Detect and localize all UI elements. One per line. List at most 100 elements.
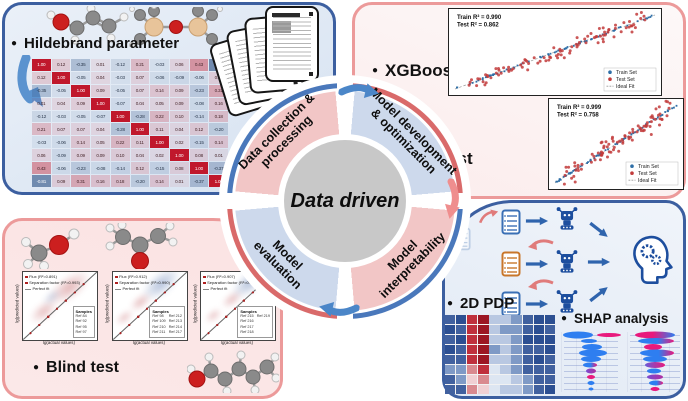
pdp-cell: [544, 334, 555, 345]
pdp-cell: [478, 315, 489, 325]
sample-ref: Ref 210: [152, 324, 166, 329]
blind-test-title: ● Blind test: [33, 359, 119, 377]
matrix-cell: 0.12: [189, 123, 209, 136]
sample-ref: Ref 97: [75, 330, 87, 334]
pdp-cell: [511, 384, 522, 394]
data-table-icon: [501, 291, 521, 317]
shap-violin: [583, 362, 597, 368]
plot-legend: Flux (R²=0.912) Separation factor (R²=0.9…: [115, 274, 170, 292]
pdp-cell: [478, 374, 489, 385]
matrix-cell: 1.00: [91, 97, 110, 110]
matrix-cell: 1.00: [169, 149, 189, 162]
pdp-cell: [533, 354, 544, 365]
pdp-cell: [478, 344, 489, 355]
molecule-acetone-icon: [105, 223, 178, 269]
blind-test-plot: Flux (R²=0.891) Separation factor (R²=0.9…: [13, 269, 99, 353]
curved-arrow-down-icon: [17, 55, 43, 107]
matrix-cell: 0.21: [130, 59, 150, 71]
matrix-cell: 0.12: [130, 162, 150, 175]
matrix-cell: -0.23: [189, 84, 209, 97]
curved-arrow-icon: [528, 279, 554, 290]
curved-arrow-icon: [528, 239, 554, 250]
pdp-cell: [500, 364, 511, 375]
pdp-cell: [467, 324, 478, 335]
matrix-cell: -0.81: [32, 175, 51, 187]
pdp-cell: [456, 334, 467, 345]
pdp-cell: [533, 374, 544, 385]
robot-icon: [556, 250, 578, 273]
matrix-cell: 1.00: [150, 136, 169, 149]
matrix-cell: 0.04: [91, 123, 110, 136]
pdp-cell: [511, 344, 522, 355]
xgboost-title-label: XGBoost: [385, 61, 458, 80]
legend-entry: Perfect fit: [115, 286, 140, 291]
matrix-cell: 1.00: [71, 84, 91, 97]
shap-violin: [597, 333, 621, 337]
pdp-cell: [544, 364, 555, 375]
pdp-cell: [533, 315, 544, 325]
matrix-cell: 0.43: [189, 59, 209, 71]
matrix-cell: 0.01: [32, 97, 51, 110]
matrix-cell: 0.43: [32, 162, 51, 175]
svg-text:Train R² = 0.990: Train R² = 0.990: [457, 14, 502, 21]
matrix-cell: 0.09: [51, 175, 71, 187]
shap-row: [561, 331, 621, 339]
data-table-icon: [501, 209, 521, 235]
svg-text:Train Set: Train Set: [616, 70, 637, 76]
matrix-cell: 0.09: [169, 84, 189, 97]
legend-entry: Perfect fit: [203, 286, 228, 291]
pdp-cell: [478, 324, 489, 335]
legend-entry: Separation factor (R²=0.993): [25, 280, 80, 286]
shap-violin: [647, 374, 663, 380]
pdp-cell: [456, 315, 467, 325]
matrix-cell: -0.03: [32, 136, 51, 149]
pdp-cell: [489, 344, 500, 355]
matrix-cell: 0.18: [209, 110, 228, 123]
shap-violin: [649, 380, 663, 386]
plot-frame: Flux (R²=0.912) Separation factor (R²=0.9…: [112, 271, 188, 341]
svg-text:Ideal Fit: Ideal Fit: [638, 178, 657, 184]
svg-text:Train Set: Train Set: [638, 164, 659, 170]
matrix-cell: 1.00: [110, 110, 130, 123]
matrix-cell: 0.04: [169, 123, 189, 136]
matrix-cell: -0.28: [130, 110, 150, 123]
shap-violin: [582, 344, 602, 350]
matrix-cell: 0.31: [209, 84, 228, 97]
sample-ref: Ref 92: [75, 319, 87, 323]
pdp-cell: [478, 334, 489, 345]
matrix-cell: -0.15: [189, 136, 209, 149]
flow-arrow-icon: [525, 299, 549, 309]
matrix-cell: 0.10: [169, 110, 189, 123]
matrix-cell: -0.06: [150, 71, 169, 84]
pdp-cell: [478, 384, 489, 394]
matrix-cell: -0.03: [110, 71, 130, 84]
pdp-cell: [522, 364, 533, 375]
pdp-cell: [456, 344, 467, 355]
matrix-cell: 0.05: [91, 136, 110, 149]
shap-violin: [581, 356, 601, 362]
pdp-cell: [511, 354, 522, 365]
shap-row: [561, 374, 621, 380]
data-driven-circle: Data driven: [284, 140, 406, 262]
shap-violin: [587, 375, 595, 379]
matrix-cell: 0.22: [150, 110, 169, 123]
matrix-cell: -0.07: [110, 97, 130, 110]
flow-arrow-icon: [587, 257, 611, 267]
shap-row: [627, 331, 683, 339]
matrix-cell: 1.00: [209, 175, 228, 187]
cycle-arrow-bottom-icon: [319, 302, 360, 317]
shap-row: [627, 362, 683, 368]
shap-violin: [587, 381, 595, 385]
matrix-cell: 0.16: [209, 97, 228, 110]
matrix-cell: 0.07: [51, 123, 71, 136]
pdp-cell: [456, 324, 467, 335]
matrix-cell: 0.09: [91, 149, 110, 162]
shap-row: [627, 374, 683, 380]
matrix-cell: -0.05: [71, 71, 91, 84]
shap-row: [627, 344, 683, 350]
pdp-cell: [456, 364, 467, 375]
matrix-cell: 0.14: [71, 136, 91, 149]
